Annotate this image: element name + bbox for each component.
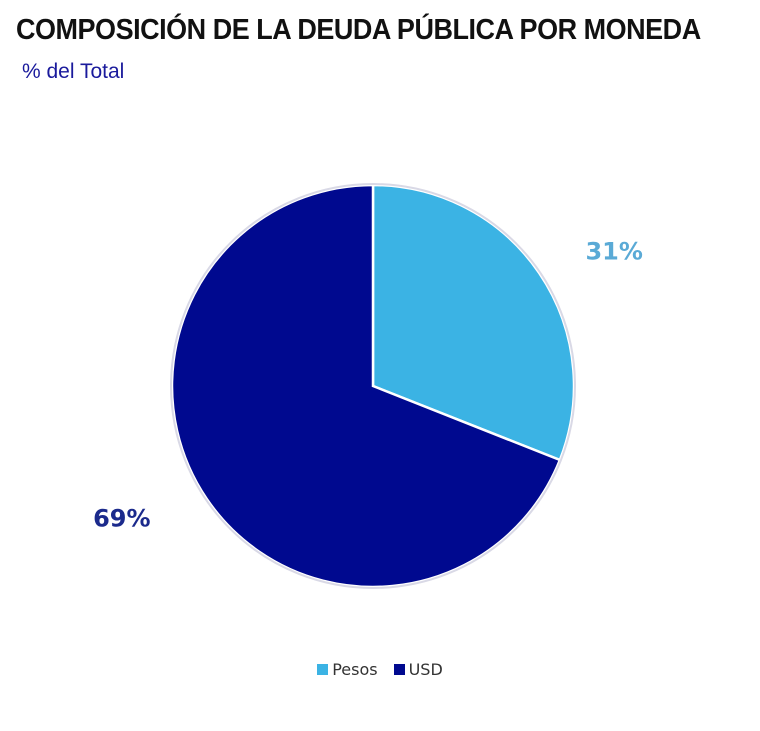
legend-item-usd: USD <box>393 660 443 679</box>
legend-swatch-pesos <box>317 664 329 675</box>
chart-title: COMPOSICIÓN DE LA DEUDA PÚBLICA POR MONE… <box>16 14 701 46</box>
legend-label-pesos: Pesos <box>332 660 378 679</box>
pie-chart: 31% 69% <box>93 183 643 589</box>
legend-label-usd: USD <box>408 660 443 679</box>
legend-item-pesos: Pesos <box>317 660 378 679</box>
chart-subtitle: % del Total <box>22 60 125 83</box>
pie-slice-usd <box>170 183 562 589</box>
pie-outline <box>170 183 576 589</box>
pie-slice-pesos <box>371 183 576 462</box>
data-label-usd: 69% <box>93 504 150 532</box>
legend-swatch-usd <box>393 664 405 675</box>
legend: Pesos USD <box>0 660 760 679</box>
data-label-pesos: 31% <box>585 238 642 266</box>
